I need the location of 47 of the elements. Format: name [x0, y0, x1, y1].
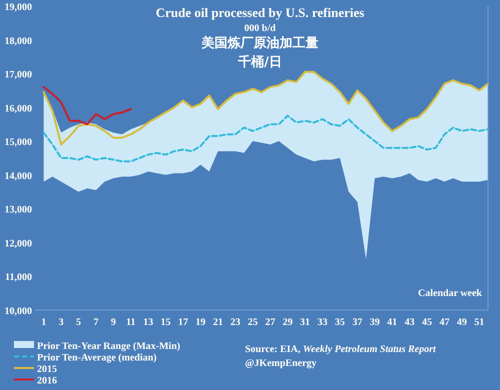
x-axis-title: Calendar week	[418, 288, 482, 299]
y-tick-label: 11,000	[5, 272, 32, 284]
x-tick-label: 41	[387, 317, 398, 328]
y-tick-label: 17,000	[4, 70, 32, 81]
text: 000 b/d	[244, 23, 276, 34]
x-tick-label: 19	[196, 317, 206, 328]
x-tick-label: 5	[76, 317, 82, 328]
x-tick-label: 39	[370, 317, 380, 328]
source-note: Source: EIA, Weekly Petroleum Status Report	[245, 344, 437, 355]
legend-label: 2015	[37, 364, 57, 375]
x-tick-label: 33	[317, 317, 328, 328]
chart-title: Crude oil processed by U.S. refineries	[156, 5, 364, 20]
annotation: 千桶/日	[237, 54, 282, 70]
x-tick-label: 25	[248, 317, 258, 328]
x-tick-label: 43	[404, 317, 415, 328]
y-tick-label: 14,000	[4, 170, 32, 182]
x-tick-label: 15	[160, 317, 171, 328]
x-tick-label: 47	[439, 317, 450, 328]
legend-label: Prior Ten-Average (median)	[37, 352, 157, 364]
y-tick-label: 16,000	[4, 103, 32, 114]
x-tick-label: 1	[41, 317, 46, 328]
y-tick-label: 18,000	[4, 36, 32, 47]
x-tick-label: 23	[230, 317, 240, 328]
y-tick-label: 13,000	[4, 204, 32, 216]
y-tick-label: 10,000	[4, 306, 32, 317]
text: Prior Ten-Year Range (Max-Min)	[37, 341, 180, 352]
x-tick-label: 45	[422, 317, 432, 328]
x-tick-label: 9	[110, 317, 116, 328]
x-tick-label: 13	[143, 317, 154, 328]
x-tick-label: 27	[265, 317, 276, 328]
x-tick-label: 7	[93, 317, 98, 328]
legend-label: 2016	[37, 376, 57, 386]
y-tick-label: 15,000	[4, 137, 32, 148]
x-tick-label: 35	[334, 317, 345, 328]
x-tick-label: 51	[474, 317, 484, 328]
text: @JKempEnergy	[245, 358, 317, 369]
y-tick-label: 19,000	[4, 2, 32, 13]
y-tick-label: 12,000	[4, 238, 32, 250]
x-tick-label: 49	[456, 317, 467, 328]
x-tick-label: 3	[58, 317, 64, 328]
x-tick-label: 29	[282, 317, 293, 328]
x-tick-label: 11	[126, 317, 136, 328]
x-tick-label: 17	[178, 317, 188, 328]
x-tick-label: 21	[212, 317, 223, 328]
x-tick-label: 37	[352, 317, 362, 328]
x-tick-label: 31	[300, 317, 310, 328]
annotation: 美国炼厂原油加工量	[200, 35, 318, 51]
